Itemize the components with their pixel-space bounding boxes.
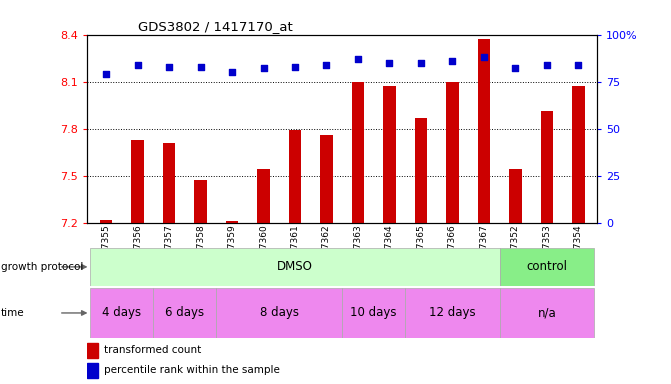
Bar bbox=[91, 288, 154, 338]
Bar bbox=[87, 343, 99, 358]
Point bbox=[290, 63, 301, 70]
Bar bbox=[154, 288, 216, 338]
Point bbox=[352, 56, 363, 62]
Point bbox=[478, 54, 489, 60]
Text: time: time bbox=[1, 308, 24, 318]
Bar bbox=[405, 288, 500, 338]
Point bbox=[510, 65, 521, 71]
Bar bbox=[91, 248, 500, 286]
Point bbox=[258, 65, 269, 71]
Text: 8 days: 8 days bbox=[260, 306, 299, 319]
Bar bbox=[163, 143, 175, 223]
Bar bbox=[257, 169, 270, 223]
Point bbox=[415, 60, 426, 66]
Point bbox=[227, 69, 238, 75]
Text: 10 days: 10 days bbox=[350, 306, 397, 319]
Point bbox=[132, 61, 143, 68]
Point bbox=[384, 60, 395, 66]
Point bbox=[195, 63, 206, 70]
Bar bbox=[225, 221, 238, 223]
Bar bbox=[100, 220, 113, 223]
Point bbox=[164, 63, 174, 70]
Text: DMSO: DMSO bbox=[277, 260, 313, 273]
Text: 4 days: 4 days bbox=[102, 306, 142, 319]
Bar bbox=[509, 169, 521, 223]
Bar bbox=[342, 288, 405, 338]
Text: control: control bbox=[526, 260, 567, 273]
Text: growth protocol: growth protocol bbox=[1, 262, 83, 272]
Bar bbox=[216, 288, 342, 338]
Bar bbox=[446, 82, 459, 223]
Text: n/a: n/a bbox=[537, 306, 556, 319]
Bar bbox=[500, 248, 594, 286]
Bar bbox=[320, 135, 333, 223]
Point bbox=[573, 61, 584, 68]
Bar bbox=[541, 111, 553, 223]
Bar bbox=[132, 140, 144, 223]
Text: 12 days: 12 days bbox=[429, 306, 476, 319]
Text: transformed count: transformed count bbox=[103, 345, 201, 355]
Bar bbox=[383, 86, 396, 223]
Point bbox=[101, 71, 111, 77]
Text: 6 days: 6 days bbox=[165, 306, 205, 319]
Bar bbox=[478, 39, 490, 223]
Bar bbox=[87, 363, 99, 378]
Text: GDS3802 / 1417170_at: GDS3802 / 1417170_at bbox=[138, 20, 293, 33]
Bar bbox=[352, 82, 364, 223]
Text: percentile rank within the sample: percentile rank within the sample bbox=[103, 366, 279, 376]
Bar bbox=[195, 180, 207, 223]
Bar bbox=[289, 130, 301, 223]
Bar bbox=[415, 118, 427, 223]
Point bbox=[541, 61, 552, 68]
Point bbox=[321, 61, 332, 68]
Bar bbox=[572, 86, 584, 223]
Bar bbox=[500, 288, 594, 338]
Point bbox=[447, 58, 458, 64]
